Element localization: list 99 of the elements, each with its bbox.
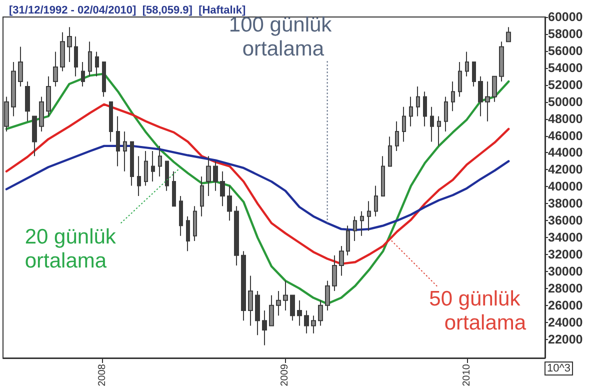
candlestick	[297, 300, 302, 326]
candlestick	[151, 150, 155, 182]
y-tick-label: 52000	[548, 78, 583, 92]
candlestick	[172, 170, 176, 207]
candlestick	[465, 51, 469, 77]
candlestick	[374, 185, 378, 217]
candlestick	[416, 86, 420, 117]
candlestick	[472, 61, 476, 88]
candlestick	[409, 96, 413, 127]
y-tick-label: 38000	[548, 196, 583, 211]
candlestick	[248, 275, 253, 326]
y-tick-label: 46000	[548, 128, 583, 143]
candlestick	[276, 290, 281, 316]
candlestick	[88, 41, 92, 77]
candlestick	[283, 280, 288, 311]
candlestick	[81, 61, 85, 88]
y-tick-label: 48000	[548, 112, 583, 126]
candlestick	[95, 51, 99, 77]
candlestick	[478, 76, 483, 117]
candlestick	[234, 206, 239, 266]
candlestick	[227, 185, 232, 222]
candlestick	[53, 51, 58, 88]
candlestick	[186, 216, 190, 252]
candlestick	[506, 26, 511, 42]
candlestick	[60, 32, 65, 72]
candlestick	[388, 136, 392, 167]
y-tick-label: 28000	[548, 281, 583, 296]
candlestick	[290, 294, 295, 322]
annotation: 20 günlük ortalama	[24, 226, 122, 273]
y-tick-label: 56000	[548, 44, 583, 58]
candlestick	[25, 80, 30, 122]
candlestick	[144, 150, 148, 186]
candlestick	[402, 106, 406, 142]
y-tick-label: 54000	[548, 60, 583, 75]
candlestick	[193, 206, 197, 242]
candlestick	[116, 116, 120, 167]
y-tick-label: 32000	[548, 248, 583, 262]
candlestick	[102, 61, 106, 98]
y-tick-label: 50000	[548, 94, 583, 109]
y-tick-label: 58000	[548, 26, 583, 41]
candlestick	[39, 96, 44, 132]
y-tick-label: 44000	[548, 146, 583, 160]
y-tick-label: 22000	[548, 332, 583, 346]
y-tick-label: 42000	[548, 162, 583, 177]
candlestick	[499, 41, 504, 82]
candlestick	[220, 170, 225, 207]
candlestick	[353, 216, 357, 242]
candlestick	[32, 116, 37, 157]
candlestick	[165, 160, 169, 192]
candlestick	[46, 76, 51, 117]
y-tick-label: 34000	[548, 230, 583, 245]
candlestick	[200, 176, 204, 217]
candlestick	[318, 300, 323, 326]
candlestick	[492, 76, 497, 102]
candlestick	[123, 131, 127, 172]
candlestick	[339, 246, 344, 276]
candlestick	[109, 101, 113, 142]
x-tick-label: 2010	[461, 364, 472, 386]
candlestick	[458, 61, 462, 98]
candlestick	[423, 91, 427, 127]
candlestick	[158, 145, 162, 177]
y-tick-label: 36000	[548, 214, 583, 228]
candlestick	[206, 156, 211, 196]
y-tick-label: 30000	[548, 264, 583, 278]
y-tick-label: 40000	[548, 180, 583, 194]
candlestick	[241, 250, 246, 322]
candlestick	[130, 141, 134, 186]
candlestick	[74, 36, 78, 77]
candlestick	[367, 200, 371, 232]
candlestick	[430, 106, 434, 142]
candlestick	[451, 80, 455, 112]
x-tick-label: 2008	[97, 364, 108, 386]
candlestick	[269, 294, 274, 326]
annotation: 50 günlük ortalama	[429, 288, 526, 335]
candlestick	[325, 280, 330, 311]
candlestick	[381, 156, 385, 196]
x-tick-label: 2009	[279, 364, 290, 386]
candlestick	[311, 315, 316, 334]
candlestick	[437, 116, 441, 146]
candlestick	[213, 160, 218, 192]
y-axis-title: 10^3	[547, 362, 571, 374]
candlestick	[137, 156, 141, 196]
candlestick	[179, 195, 183, 236]
candlestick	[11, 61, 16, 117]
candlestick	[67, 26, 72, 62]
candlestick	[255, 290, 260, 336]
candlestick	[346, 225, 350, 256]
candlestick	[360, 210, 364, 236]
candlestick	[444, 96, 448, 132]
chart-title: [31/12/1992 - 02/04/2010] [58,059.9] [Haftalık]	[9, 4, 246, 16]
y-tick-label: 60000	[548, 10, 583, 24]
candlestick	[395, 120, 399, 152]
candlestick	[332, 254, 337, 292]
candlestick	[262, 310, 267, 346]
candlestick	[18, 46, 23, 88]
y-tick-label: 26000	[548, 298, 583, 312]
y-tick-label: 24000	[548, 315, 583, 330]
candlestick	[485, 80, 490, 122]
candlestick	[304, 310, 309, 334]
